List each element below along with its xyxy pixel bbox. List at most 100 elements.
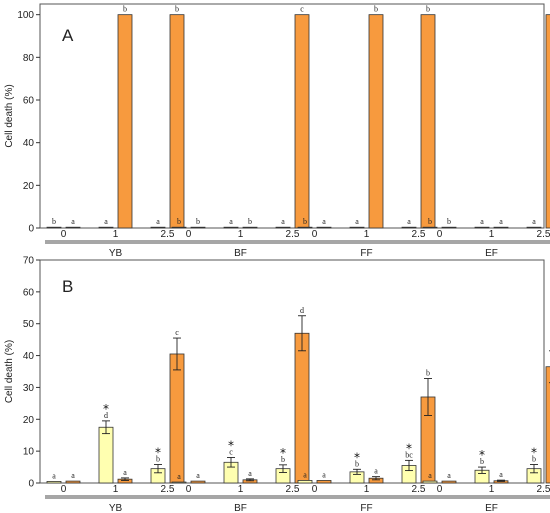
significance-letter: b (426, 5, 430, 14)
significance-letter: a (532, 217, 536, 226)
y-axis-label: Cell death (%) (4, 340, 15, 403)
significance-star: * (479, 448, 485, 462)
concentration-label: 0 (61, 229, 67, 240)
group-label: BF (234, 503, 247, 513)
concentration-label: 2.5 (161, 484, 175, 495)
significance-star: * (228, 439, 234, 453)
bar (526, 226, 542, 229)
significance-letter: b (303, 217, 307, 226)
y-tick-label: 80 (23, 53, 35, 64)
concentration-label: 0 (312, 229, 318, 240)
bar (242, 226, 258, 229)
bar (150, 226, 166, 229)
concentration-label: 1 (238, 484, 244, 495)
concentration-label: 0 (437, 229, 443, 240)
significance-letter: d (104, 411, 108, 420)
bar (98, 226, 114, 229)
y-tick-label: 40 (23, 138, 35, 149)
bar (171, 481, 187, 484)
significance-letter: b (175, 5, 179, 14)
significance-letter: b (52, 217, 56, 226)
significance-letter: a (322, 470, 326, 479)
bar (169, 353, 185, 484)
significance-letter: a (407, 217, 411, 226)
significance-letter: a (281, 217, 285, 226)
y-tick-label: 40 (23, 351, 35, 362)
bar (349, 226, 365, 229)
significance-letter: b (196, 217, 200, 226)
significance-letter: a (123, 468, 127, 477)
y-tick-label: 30 (23, 383, 35, 394)
group-bar (45, 240, 186, 244)
bar (171, 226, 187, 229)
bar (190, 480, 206, 484)
group-bar (170, 495, 311, 499)
bar (190, 226, 206, 229)
concentration-label: 1 (364, 229, 370, 240)
group-label: BF (234, 248, 247, 259)
concentration-label: 0 (437, 484, 443, 495)
group-label: EF (485, 248, 498, 259)
concentration-label: 1 (364, 484, 370, 495)
bar (441, 480, 457, 484)
y-tick-label: 20 (23, 415, 35, 426)
group-label: EF (485, 503, 498, 513)
significance-letter: a (71, 217, 75, 226)
group-bar (421, 240, 550, 244)
bar (297, 226, 313, 229)
significance-letter: a (196, 471, 200, 480)
bar (46, 226, 62, 229)
bar (46, 481, 62, 484)
y-axis-label: Cell death (%) (4, 84, 15, 147)
bar (368, 14, 384, 229)
concentration-label: 1 (113, 484, 119, 495)
significance-star: * (354, 450, 360, 464)
significance-letter: a (303, 470, 307, 479)
significance-star: * (531, 446, 537, 460)
panel-label: B (62, 277, 73, 296)
concentration-label: 0 (186, 229, 192, 240)
bar (545, 14, 550, 229)
significance-letter: a (229, 217, 233, 226)
concentration-label: 1 (113, 229, 119, 240)
group-label: FF (360, 248, 372, 259)
significance-letter: b (123, 5, 127, 14)
group-bar (296, 495, 437, 499)
y-tick-label: 0 (28, 224, 34, 235)
concentration-label: 2.5 (286, 484, 300, 495)
concentration-label: 1 (489, 484, 495, 495)
concentration-label: 2.5 (161, 229, 175, 240)
significance-letter: a (355, 217, 359, 226)
significance-letter: b (374, 5, 378, 14)
significance-star: * (406, 441, 412, 455)
y-tick-label: 100 (17, 10, 34, 21)
significance-letter: a (480, 217, 484, 226)
significance-letter: a (499, 470, 503, 479)
significance-letter: a (374, 467, 378, 476)
concentration-label: 2.5 (537, 484, 550, 495)
y-tick-label: 10 (23, 447, 35, 458)
bar (65, 226, 81, 229)
concentration-label: 0 (186, 484, 192, 495)
concentration-label: 2.5 (286, 229, 300, 240)
significance-letter: b (426, 369, 430, 378)
y-tick-label: 50 (23, 319, 35, 330)
significance-letter: a (322, 217, 326, 226)
bar (316, 226, 332, 229)
bar (275, 226, 291, 229)
panel-label: A (62, 26, 74, 45)
significance-letter: b (447, 217, 451, 226)
concentration-label: 1 (489, 229, 495, 240)
y-tick-label: 60 (23, 287, 35, 298)
concentration-label: 2.5 (537, 229, 550, 240)
bar (422, 480, 438, 484)
concentration-label: 1 (238, 229, 244, 240)
concentration-label: 0 (312, 484, 318, 495)
group-label: YB (109, 248, 123, 259)
significance-letter: b (480, 457, 484, 466)
y-tick-label: 60 (23, 96, 35, 107)
bar (474, 226, 490, 229)
bar (493, 226, 509, 229)
plot-frame (39, 3, 545, 229)
